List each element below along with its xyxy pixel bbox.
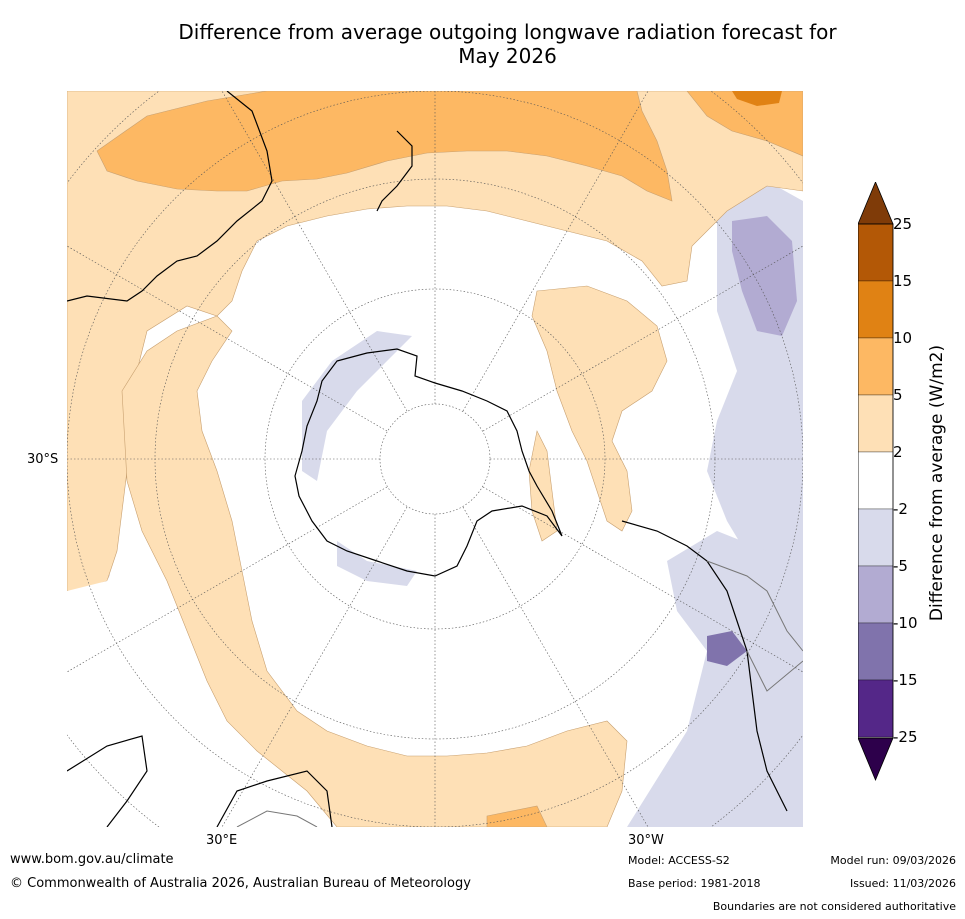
colorbar-segment-5-10 [857,337,894,396]
colorbar-title: Difference from average (W/m2) [927,344,947,622]
moderate-negative-anomaly-regions [732,216,797,336]
colorbar-segment-m25-m15 [857,679,894,738]
copyright-text: © Commonwealth of Australia 2026, Austra… [10,876,471,891]
colorbar-tick: 15 [893,272,913,290]
weak-positive-anomaly-regions [67,91,803,827]
title-line-1: Difference from average outgoing longwav… [178,20,837,44]
polar-map [67,91,803,827]
latitude-label-30s: 30°S [27,452,59,467]
longitude-label-30w: 30°W [628,833,664,848]
issued-text: Issued: 11/03/2026 [849,877,956,890]
colorbar [857,180,965,782]
colorbar-tick: -10 [893,614,918,632]
colorbar-tick: -2 [893,500,908,518]
colorbar-tick: -5 [893,557,908,575]
new-zealand-coastline [376,130,413,212]
colorbar-tick: 5 [893,386,903,404]
southern-africa-coastline [216,770,333,827]
longitude-label-30e: 30°E [206,833,238,848]
title-line-2: May 2026 [458,44,557,68]
very-strong-positive-anomaly-regions [732,91,782,106]
colorbar-tick: 25 [893,215,913,233]
disclaimer-text: Boundaries are not considered authoritat… [712,900,956,913]
colorbar-segment-m10-m5 [857,565,894,624]
colorbar-tick: -15 [893,671,918,689]
coastlines [67,91,788,827]
base-period-text: Base period: 1981-2018 [628,877,761,890]
antarctica-coastline [294,348,563,577]
colorbar-segment-m5-m2 [857,508,894,567]
colorbar-tick: -25 [893,728,918,746]
moderate-positive-anomaly-regions [96,91,673,827]
website-link[interactable]: www.bom.gov.au/climate [10,852,174,867]
africa-coastline [67,735,148,827]
colorbar-segment-neutral [857,451,894,510]
colorbar-tick: 10 [893,329,913,347]
colorbar-segment-m15-m10 [857,622,894,681]
meridian-lines [67,91,803,827]
colorbar-extend-max [857,180,894,225]
colorbar-tick: 2 [893,443,903,461]
south-america-coastline [621,520,788,812]
colorbar-segment-10-15 [857,280,894,339]
strong-negative-anomaly-regions [707,631,747,666]
country-boundaries [236,560,803,827]
colorbar-segment-2-5 [857,394,894,453]
australia-coastline [67,91,273,302]
colorbar-extend-min [857,737,894,782]
colorbar-segment-15-25 [857,223,894,282]
model-text: Model: ACCESS-S2 [628,854,730,867]
model-run-text: Model run: 09/03/2026 [830,854,956,867]
chart-title: Difference from average outgoing longwav… [100,20,915,68]
